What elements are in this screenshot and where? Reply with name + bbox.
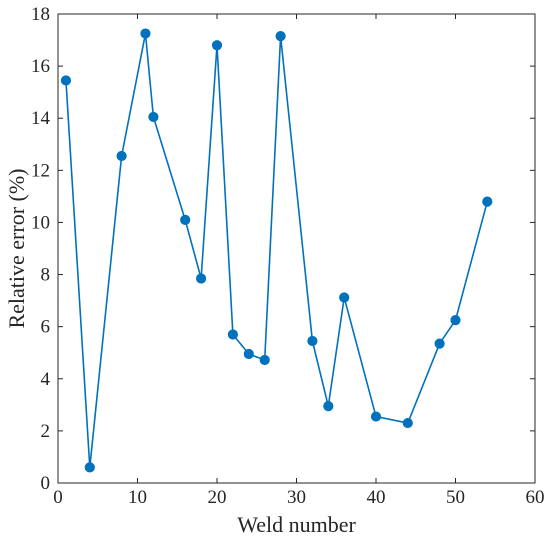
y-tick-label: 6 (41, 317, 51, 338)
data-point (196, 273, 207, 284)
data-point (339, 292, 350, 303)
series-layer (60, 28, 493, 473)
y-tick-label: 18 (31, 4, 50, 25)
x-axis-label: Weld number (237, 512, 356, 537)
data-point (243, 348, 254, 360)
x-tick-label: 50 (446, 487, 465, 508)
data-point (116, 150, 127, 162)
data-point (259, 354, 270, 366)
y-tick-label: 10 (31, 212, 50, 233)
data-point (60, 75, 72, 86)
y-tick-label: 12 (31, 160, 50, 181)
x-tick-label: 60 (526, 487, 545, 508)
data-point (148, 111, 159, 123)
data-point (434, 338, 445, 349)
data-point (450, 315, 461, 326)
x-tick-label: 0 (53, 487, 63, 508)
data-point (482, 196, 493, 207)
x-tick-label: 20 (208, 487, 227, 508)
plot-area (58, 14, 535, 483)
y-tick-label: 8 (41, 265, 51, 286)
data-point (370, 411, 382, 422)
data-point (140, 28, 151, 39)
data-point (180, 214, 191, 225)
y-tick-label: 2 (41, 421, 51, 442)
y-axis-label: Relative error (%) (4, 168, 29, 328)
data-point (275, 31, 286, 42)
x-tick-label: 30 (287, 487, 306, 508)
data-point (211, 40, 223, 51)
data-point (402, 417, 413, 429)
y-tick-label: 16 (31, 56, 50, 77)
x-tick-label: 40 (367, 487, 386, 508)
data-point (307, 335, 318, 347)
data-point (227, 329, 238, 340)
series-line (65, 32, 489, 469)
axes-box (57, 13, 536, 484)
tick-labels: 0 10 20 30 40 50 60 0 2 4 6 8 10 12 14 16 18 (31, 4, 545, 508)
data-point (84, 462, 95, 473)
y-tick-label: 0 (41, 473, 51, 494)
data-point (323, 401, 334, 412)
y-tick-label: 4 (41, 369, 51, 390)
x-tick-label: 10 (128, 487, 147, 508)
y-tick-label: 14 (31, 108, 51, 129)
